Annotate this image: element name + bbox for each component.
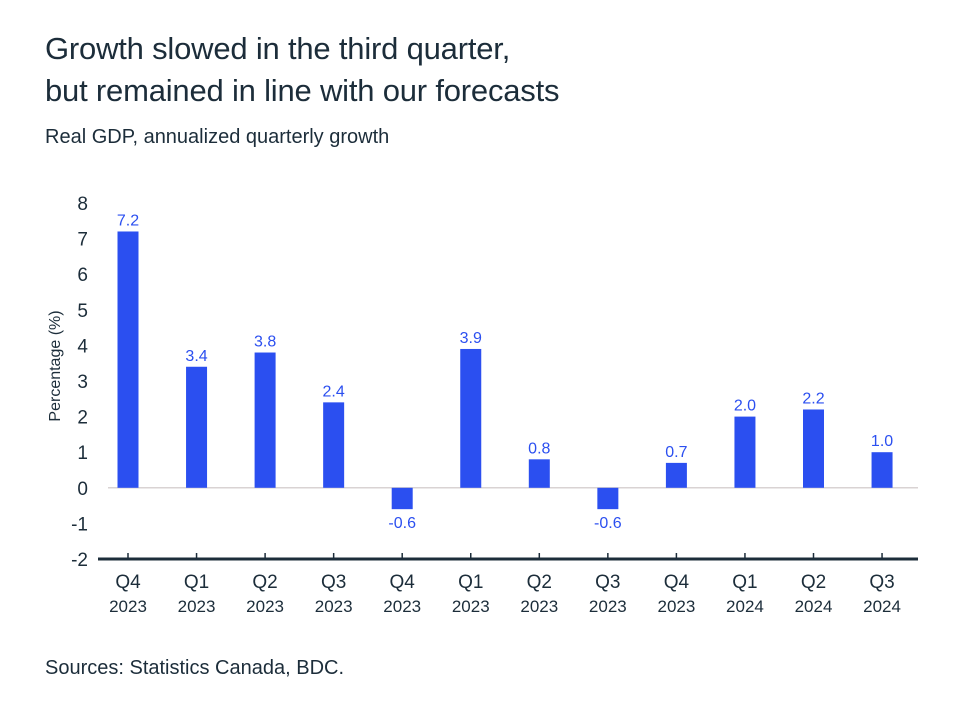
bar [597,487,619,510]
bars [117,231,893,510]
x-tick-year-label: 2024 [726,597,764,616]
x-tick-quarter-label: Q1 [184,572,209,593]
data-label: 0.8 [528,440,550,457]
data-label: 2.2 [802,390,824,407]
chart-title: Growth slowed in the third quarter, but … [45,28,559,112]
bar [323,402,345,488]
y-tick-label: 0 [77,479,88,500]
x-tick-quarter-label: Q1 [458,572,483,593]
x-tick-year-label: 2023 [589,597,627,616]
x-tick-quarter-label: Q4 [390,572,416,593]
bar [871,452,893,488]
source-note: Sources: Statistics Canada, BDC. [45,657,345,679]
y-tick-label: 2 [77,408,88,429]
bar [460,348,482,488]
x-tick-quarter-label: Q2 [252,572,277,593]
x-tick-year-label: 2023 [383,597,421,616]
data-label: 0.7 [665,444,687,461]
y-tick-label: 7 [77,230,88,251]
y-tick-label: 4 [77,336,88,357]
x-tick-quarter-label: Q4 [115,572,141,593]
bar [734,416,756,488]
x-tick-year-label: 2023 [452,597,490,616]
x-tick-year-label: 2023 [520,597,558,616]
bar [391,487,413,510]
x-tick-quarter-label: Q3 [321,572,346,593]
x-tick-year-label: 2023 [246,597,284,616]
x-tick-quarter-label: Q2 [527,572,552,593]
y-tick-label: -1 [71,514,88,535]
y-axis-ticks: 8 7 6 5 4 3 2 1 0 -1 -2 [71,194,88,571]
x-tick-year-label: 2023 [315,597,353,616]
x-tick-quarter-label: Q3 [595,572,620,593]
data-labels: 7.2 3.4 3.8 2.4 -0.6 3.9 0.8 -0.6 0.7 2.0 2.2 1.0 [117,212,893,532]
chart-title-line-2: but remained in line with our forecasts [45,73,560,108]
bar [186,366,208,488]
y-tick-label: 3 [77,372,88,393]
bar [117,231,139,488]
data-label: 2.4 [323,383,345,400]
x-tick-quarter-label: Q4 [664,572,690,593]
data-label: 1.0 [871,433,893,450]
y-tick-label: 5 [77,301,88,322]
x-tick-year-label: 2024 [795,597,833,616]
y-tick-label: -2 [71,550,88,571]
x-tick-quarter-label: Q1 [732,572,757,593]
y-tick-label: 1 [77,443,88,464]
bar [665,462,687,488]
bar [528,459,550,488]
bar [254,352,276,488]
x-tick-year-label: 2023 [109,597,147,616]
data-label: 3.8 [254,334,276,351]
x-tick-year-label: 2023 [657,597,695,616]
data-label: -0.6 [594,515,622,532]
chart-subtitle: Real GDP, annualized quarterly growth [45,126,390,148]
bar [803,409,824,488]
x-tick-year-label: 2024 [863,597,901,616]
x-axis-ticks: Q4 2023 Q1 2023 Q2 2023 Q3 2023 Q4 2023 Q1 2023 Q2 20… [109,553,901,616]
data-label: -0.6 [388,515,416,532]
y-tick-label: 6 [77,265,88,286]
x-tick-year-label: 2023 [178,597,216,616]
chart-title-line-1: Growth slowed in the third quarter, [45,31,511,66]
x-tick-quarter-label: Q2 [801,572,826,593]
data-label: 3.9 [460,330,482,347]
data-label: 2.0 [734,398,756,415]
data-label: 7.2 [117,212,139,229]
data-label: 3.4 [185,348,207,365]
y-tick-label: 8 [77,194,88,215]
x-tick-quarter-label: Q3 [869,572,894,593]
y-axis-title: Percentage (%) [47,310,64,421]
